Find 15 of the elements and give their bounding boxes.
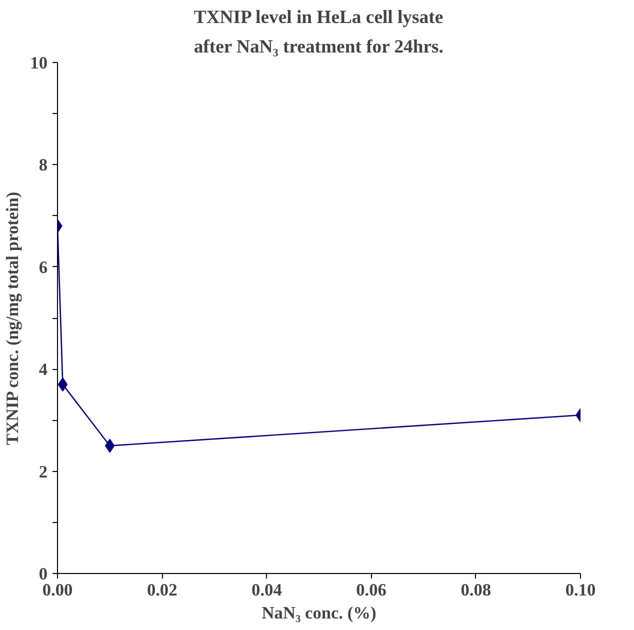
x-tick-label: 0.08 bbox=[460, 580, 492, 600]
x-axis-title: NaN₃ conc. (%) bbox=[262, 604, 376, 622]
y-tick-label: 10 bbox=[30, 54, 48, 72]
y-tick-label: 2 bbox=[38, 462, 48, 482]
x-tick-label: 0.00 bbox=[42, 580, 73, 600]
y-tick-label: 4 bbox=[38, 360, 48, 380]
x-tick-label: 0.02 bbox=[146, 580, 178, 600]
y-tick-label: 6 bbox=[38, 258, 48, 277]
y-axis-title: TXNIP conc. (ng/mg total protein) bbox=[3, 192, 22, 446]
y-tick-label: 8 bbox=[38, 156, 48, 175]
chart-title: TXNIP level in HeLa cell lysate after NaN₃ treatment for 24hrs. bbox=[194, 7, 444, 58]
y-tick-label: 0 bbox=[38, 564, 48, 584]
x-tick-label: 0.10 bbox=[565, 580, 596, 600]
x-tick-label: 0.04 bbox=[252, 580, 282, 600]
x-tick-label: 0.06 bbox=[356, 580, 387, 600]
